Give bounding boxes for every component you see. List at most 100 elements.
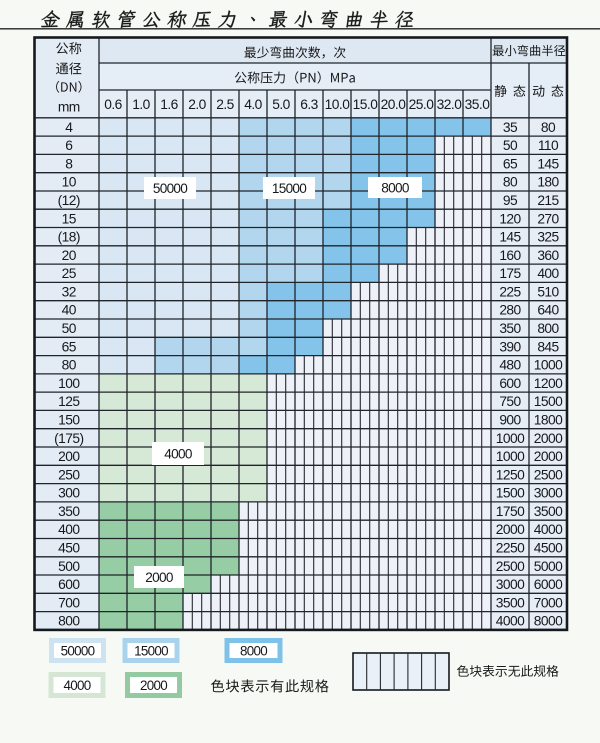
svg-text:80: 80 (541, 120, 556, 135)
svg-text:95: 95 (503, 193, 518, 208)
svg-text:4000: 4000 (64, 678, 91, 693)
svg-text:400: 400 (537, 266, 559, 281)
svg-text:1200: 1200 (534, 376, 563, 391)
svg-text:510: 510 (537, 285, 559, 300)
svg-text:500: 500 (58, 559, 80, 574)
svg-text:6.3: 6.3 (300, 97, 318, 112)
svg-text:65: 65 (503, 156, 518, 171)
svg-text:325: 325 (537, 230, 559, 245)
svg-text:80: 80 (503, 175, 518, 190)
svg-text:8000: 8000 (381, 180, 410, 195)
svg-text:40: 40 (62, 303, 77, 318)
svg-text:4: 4 (65, 120, 73, 135)
svg-text:480: 480 (499, 358, 521, 373)
svg-text:145: 145 (499, 230, 521, 245)
svg-text:20: 20 (62, 248, 77, 263)
svg-text:10: 10 (62, 175, 77, 190)
svg-text:110: 110 (538, 138, 559, 153)
svg-text:280: 280 (499, 303, 521, 318)
svg-text:3500: 3500 (534, 504, 563, 519)
svg-text:32: 32 (62, 285, 76, 300)
svg-text:35.0: 35.0 (465, 97, 491, 112)
svg-text:600: 600 (499, 376, 521, 391)
svg-text:1000: 1000 (496, 449, 525, 464)
svg-text:65: 65 (62, 339, 77, 354)
svg-text:50000: 50000 (153, 181, 188, 196)
svg-text:6000: 6000 (534, 577, 563, 592)
svg-text:1250: 1250 (496, 467, 525, 482)
svg-text:1000: 1000 (496, 431, 525, 446)
svg-text:mm: mm (58, 100, 80, 115)
svg-text:1500: 1500 (534, 394, 563, 409)
svg-text:2250: 2250 (496, 541, 525, 556)
svg-text:180: 180 (537, 175, 559, 190)
svg-text:2000: 2000 (145, 570, 174, 585)
svg-text:5.0: 5.0 (272, 97, 290, 112)
svg-text:15000: 15000 (134, 643, 168, 658)
svg-text:2000: 2000 (140, 678, 167, 693)
svg-text:900: 900 (499, 413, 521, 428)
svg-text:(18): (18) (58, 230, 80, 245)
svg-text:4000: 4000 (496, 614, 525, 629)
svg-text:15000: 15000 (272, 181, 307, 196)
svg-text:400: 400 (58, 522, 80, 537)
svg-text:145: 145 (537, 156, 559, 171)
svg-text:4500: 4500 (534, 541, 563, 556)
svg-text:2.5: 2.5 (216, 97, 234, 112)
svg-text:150: 150 (58, 413, 80, 428)
svg-text:175: 175 (499, 266, 521, 281)
svg-text:1000: 1000 (534, 358, 563, 373)
svg-text:350: 350 (499, 321, 521, 336)
svg-text:10.0: 10.0 (325, 97, 351, 112)
svg-text:390: 390 (499, 339, 521, 354)
svg-text:845: 845 (537, 339, 559, 354)
svg-text:2000: 2000 (496, 522, 525, 537)
svg-text:800: 800 (58, 614, 80, 629)
svg-text:1500: 1500 (496, 486, 525, 501)
svg-text:7000: 7000 (534, 595, 563, 610)
svg-text:8000: 8000 (534, 614, 563, 629)
svg-text:750: 750 (499, 394, 521, 409)
svg-text:50000: 50000 (61, 643, 95, 658)
svg-text:120: 120 (499, 211, 521, 226)
svg-text:25: 25 (62, 266, 77, 281)
svg-text:35: 35 (503, 120, 518, 135)
svg-text:20.0: 20.0 (381, 97, 407, 112)
svg-text:2000: 2000 (534, 431, 563, 446)
svg-text:0.6: 0.6 (104, 97, 122, 112)
svg-text:3000: 3000 (534, 486, 563, 501)
svg-text:5000: 5000 (534, 559, 563, 574)
svg-text:1.0: 1.0 (132, 97, 150, 112)
svg-text:(12): (12) (58, 193, 80, 208)
svg-text:3500: 3500 (496, 595, 525, 610)
svg-text:15: 15 (62, 211, 77, 226)
svg-text:360: 360 (537, 248, 559, 263)
svg-text:600: 600 (58, 577, 80, 592)
svg-text:2500: 2500 (534, 467, 563, 482)
svg-text:4000: 4000 (164, 446, 193, 461)
svg-text:450: 450 (58, 541, 80, 556)
svg-text:2000: 2000 (534, 449, 563, 464)
svg-text:2.0: 2.0 (188, 97, 206, 112)
svg-text:3000: 3000 (496, 577, 525, 592)
svg-text:160: 160 (499, 248, 521, 263)
svg-text:700: 700 (58, 595, 80, 610)
svg-text:215: 215 (537, 193, 559, 208)
svg-text:1800: 1800 (534, 413, 563, 428)
svg-text:8: 8 (65, 156, 73, 171)
svg-text:2500: 2500 (496, 559, 525, 574)
svg-text:15.0: 15.0 (353, 97, 379, 112)
svg-text:1750: 1750 (496, 504, 525, 519)
svg-text:100: 100 (58, 376, 80, 391)
svg-text:(175): (175) (54, 431, 83, 446)
svg-text:25.0: 25.0 (409, 97, 435, 112)
svg-text:300: 300 (58, 486, 80, 501)
svg-text:80: 80 (62, 358, 77, 373)
svg-text:6: 6 (65, 138, 73, 153)
svg-text:800: 800 (537, 321, 559, 336)
svg-text:640: 640 (537, 303, 559, 318)
svg-text:200: 200 (58, 449, 80, 464)
svg-text:125: 125 (58, 394, 80, 409)
svg-text:32.0: 32.0 (437, 97, 463, 112)
svg-text:1.6: 1.6 (160, 97, 178, 112)
